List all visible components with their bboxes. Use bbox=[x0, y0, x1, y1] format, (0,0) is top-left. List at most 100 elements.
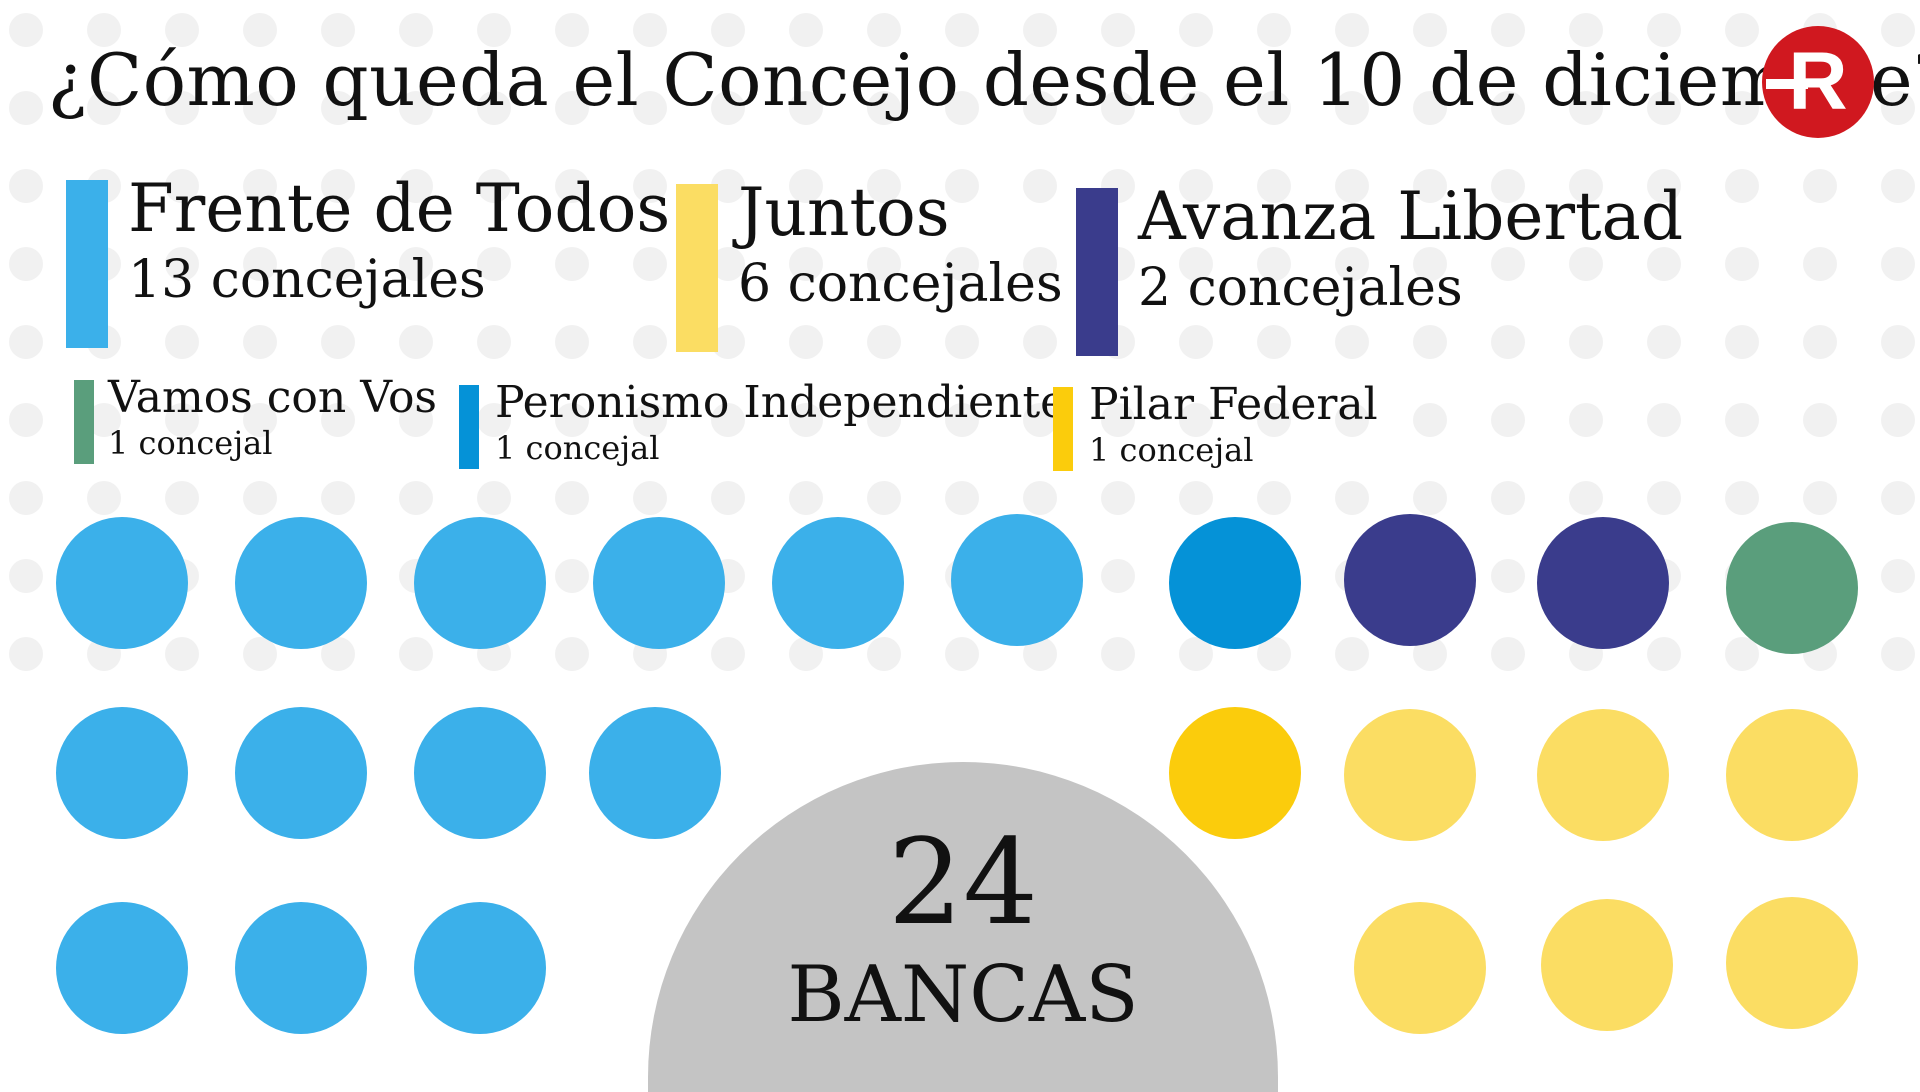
background-dot bbox=[477, 169, 511, 203]
background-dot bbox=[1491, 637, 1525, 671]
background-dot bbox=[1257, 403, 1291, 437]
background-dot bbox=[477, 247, 511, 281]
background-dot bbox=[555, 91, 589, 125]
background-dot bbox=[1647, 91, 1681, 125]
seat-frente-de-todos bbox=[414, 707, 546, 839]
background-dot bbox=[867, 637, 901, 671]
background-dot bbox=[633, 481, 667, 515]
background-dot bbox=[399, 91, 433, 125]
background-dot bbox=[1257, 325, 1291, 359]
total-seats-badge: 24 BANCAS bbox=[648, 762, 1278, 1092]
seat-frente-de-todos bbox=[589, 707, 721, 839]
background-dot bbox=[1803, 247, 1837, 281]
background-dot bbox=[477, 13, 511, 47]
seat-pilar-federal bbox=[1169, 707, 1301, 839]
seat-frente-de-todos bbox=[951, 514, 1083, 646]
background-dot bbox=[711, 247, 745, 281]
logo: R bbox=[1762, 26, 1874, 138]
background-dot bbox=[945, 481, 979, 515]
total-seats-number: 24 bbox=[887, 813, 1039, 951]
background-dot bbox=[1803, 481, 1837, 515]
background-dot bbox=[1647, 325, 1681, 359]
background-dot bbox=[1803, 325, 1837, 359]
background-dot bbox=[867, 169, 901, 203]
background-dot bbox=[945, 247, 979, 281]
background-dot bbox=[1335, 247, 1369, 281]
background-dot bbox=[165, 637, 199, 671]
background-dot bbox=[9, 481, 43, 515]
background-dot bbox=[867, 481, 901, 515]
background-dot bbox=[1179, 403, 1213, 437]
background-dot bbox=[1569, 169, 1603, 203]
background-dot bbox=[1647, 637, 1681, 671]
background-dot bbox=[1881, 325, 1915, 359]
background-dot bbox=[1023, 325, 1057, 359]
background-dot bbox=[1413, 169, 1447, 203]
background-dot bbox=[711, 403, 745, 437]
background-dot bbox=[1725, 403, 1759, 437]
seat-frente-de-todos bbox=[593, 517, 725, 649]
background-dot bbox=[165, 403, 199, 437]
background-dot bbox=[1881, 169, 1915, 203]
background-dot bbox=[945, 169, 979, 203]
background-dot bbox=[87, 403, 121, 437]
background-dot bbox=[1257, 637, 1291, 671]
background-dot bbox=[477, 403, 511, 437]
background-dot bbox=[165, 325, 199, 359]
background-dot bbox=[1257, 247, 1291, 281]
legend-swatch bbox=[1076, 188, 1118, 356]
background-dot bbox=[555, 403, 589, 437]
background-dot bbox=[1179, 247, 1213, 281]
legend-swatch bbox=[676, 184, 718, 352]
seat-frente-de-todos bbox=[56, 517, 188, 649]
background-dot bbox=[1491, 91, 1525, 125]
background-dot bbox=[1803, 403, 1837, 437]
background-dot bbox=[1257, 91, 1291, 125]
background-dot bbox=[1335, 403, 1369, 437]
seat-vamos-con-vos bbox=[1726, 522, 1858, 654]
background-dot bbox=[1179, 481, 1213, 515]
chart-title: ¿Cómo queda el Concejo desde el 10 de di… bbox=[48, 38, 1920, 122]
background-dot bbox=[9, 637, 43, 671]
background-dot bbox=[1023, 247, 1057, 281]
background-dot bbox=[867, 91, 901, 125]
legend-swatch bbox=[66, 180, 108, 348]
background-dot bbox=[165, 247, 199, 281]
background-dot bbox=[243, 247, 277, 281]
background-dot bbox=[1647, 13, 1681, 47]
background-dot bbox=[1881, 13, 1915, 47]
background-dot bbox=[399, 13, 433, 47]
background-dot bbox=[9, 403, 43, 437]
background-dot bbox=[1413, 325, 1447, 359]
background-dot bbox=[1179, 637, 1213, 671]
background-dot bbox=[1413, 13, 1447, 47]
seat-avanza-libertad bbox=[1344, 514, 1476, 646]
background-dot bbox=[555, 247, 589, 281]
background-dot bbox=[945, 325, 979, 359]
background-dot bbox=[1491, 13, 1525, 47]
seat-frente-de-todos bbox=[56, 902, 188, 1034]
background-dot bbox=[633, 13, 667, 47]
background-dot bbox=[1179, 13, 1213, 47]
legend-count: 6 concejales bbox=[738, 254, 1063, 314]
legend-count: 1 concejal bbox=[1089, 431, 1254, 469]
background-dot bbox=[243, 403, 277, 437]
background-dot bbox=[789, 91, 823, 125]
background-dot bbox=[1101, 481, 1135, 515]
background-dot bbox=[1179, 169, 1213, 203]
background-dot bbox=[1335, 13, 1369, 47]
seat-frente-de-todos bbox=[235, 707, 367, 839]
background-dot bbox=[1803, 169, 1837, 203]
background-dot bbox=[1335, 637, 1369, 671]
background-dot bbox=[1257, 169, 1291, 203]
background-dot bbox=[321, 169, 355, 203]
background-dot bbox=[1101, 403, 1135, 437]
background-dot bbox=[1569, 403, 1603, 437]
background-dot bbox=[711, 91, 745, 125]
background-dot bbox=[243, 169, 277, 203]
background-dot bbox=[1647, 481, 1681, 515]
legend-count: 1 concejal bbox=[108, 424, 273, 462]
background-dot bbox=[633, 169, 667, 203]
background-dot bbox=[789, 637, 823, 671]
